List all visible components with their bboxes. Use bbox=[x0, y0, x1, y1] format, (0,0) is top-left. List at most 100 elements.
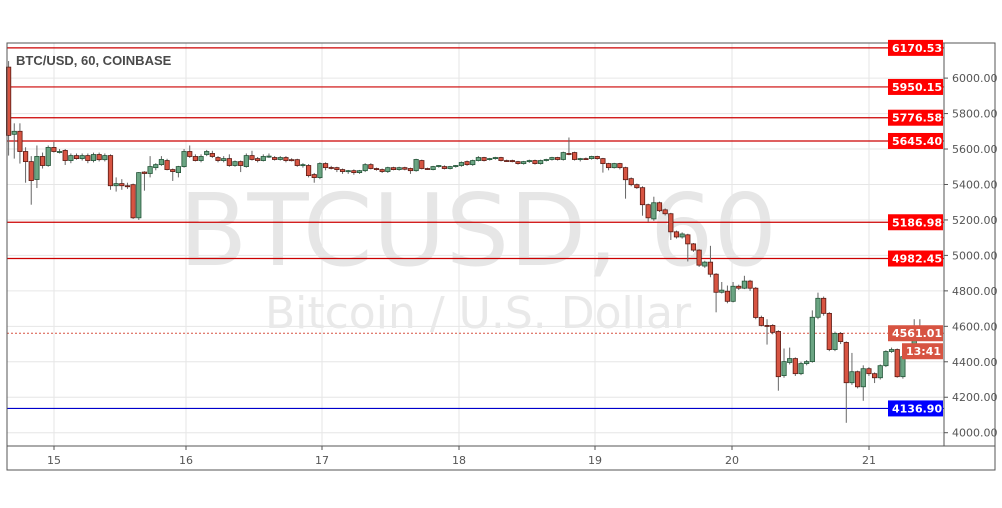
candle-up bbox=[526, 160, 532, 163]
candle-up bbox=[849, 371, 855, 384]
candle-down bbox=[628, 178, 634, 186]
candle-up bbox=[651, 202, 657, 220]
candle-down bbox=[272, 157, 278, 160]
y-tick-label: 6000.00 bbox=[952, 72, 998, 85]
level-price-label: 6170.53 bbox=[892, 42, 942, 55]
candle-up bbox=[232, 161, 238, 166]
candle-down bbox=[6, 66, 12, 136]
chart-frame bbox=[6, 42, 996, 471]
level-price-tag bbox=[888, 109, 943, 126]
x-tick-label: 21 bbox=[862, 454, 876, 467]
last-price-tag bbox=[888, 325, 943, 342]
candle-down bbox=[187, 151, 193, 157]
candle-down bbox=[294, 159, 300, 166]
candle-up bbox=[153, 164, 159, 169]
level-price-label: 5950.15 bbox=[892, 81, 942, 94]
candle-up bbox=[356, 170, 363, 174]
candle-up bbox=[588, 156, 595, 159]
candle-up bbox=[470, 160, 476, 166]
candle-up bbox=[362, 164, 368, 172]
candle-down bbox=[28, 161, 34, 181]
candle-down bbox=[51, 147, 57, 152]
candle-down bbox=[419, 160, 425, 169]
candle-up bbox=[560, 152, 566, 160]
candle-down bbox=[838, 333, 844, 342]
level-price-tag bbox=[888, 78, 943, 95]
candle-down bbox=[764, 325, 770, 327]
candle-down bbox=[572, 152, 578, 160]
candle-up bbox=[260, 156, 266, 161]
candle-down bbox=[238, 161, 244, 166]
candle-down bbox=[532, 160, 538, 164]
watermark-symbol: BTCUSD, 60 bbox=[179, 172, 777, 289]
candle-up bbox=[487, 158, 493, 160]
candle-down bbox=[645, 204, 651, 219]
candle-down bbox=[249, 155, 255, 160]
candle-down bbox=[305, 165, 312, 177]
price-tags: 6170.53 5950.15 5776.58 5645.40 5186.98 4982.… bbox=[888, 39, 943, 417]
candle-down bbox=[311, 174, 317, 178]
candle-up bbox=[492, 157, 498, 159]
candle-down bbox=[85, 155, 91, 161]
candle-down bbox=[209, 153, 215, 157]
candle-up bbox=[577, 158, 583, 160]
candle-down bbox=[339, 169, 346, 172]
candle-up bbox=[702, 261, 708, 267]
candle-down bbox=[288, 159, 295, 162]
candle-down bbox=[855, 371, 861, 388]
candle-up bbox=[538, 160, 544, 164]
candle-up bbox=[56, 151, 63, 153]
candle-up bbox=[860, 368, 866, 388]
candle-up bbox=[396, 167, 402, 170]
candle-up bbox=[79, 155, 85, 159]
candle-down bbox=[866, 368, 872, 375]
x-tick-label: 17 bbox=[315, 454, 329, 467]
candle-up bbox=[113, 183, 119, 187]
candle-down bbox=[407, 168, 414, 172]
x-tick-label: 16 bbox=[179, 454, 193, 467]
price-axis[interactable]: 6000.00 5800.00 5600.00 5400.00 5200.00 5000.… bbox=[944, 72, 998, 440]
candle-up bbox=[549, 157, 555, 160]
candle-down bbox=[821, 297, 827, 314]
candle-down bbox=[673, 231, 680, 238]
candle-down bbox=[747, 280, 753, 289]
candle-down bbox=[96, 154, 102, 161]
time-axis[interactable]: 15 16 17 18 19 20 21 bbox=[47, 446, 876, 467]
candle-down bbox=[322, 163, 329, 169]
candle-down bbox=[685, 234, 691, 245]
candle-up bbox=[787, 358, 793, 363]
candle-up bbox=[277, 157, 283, 160]
candle-down bbox=[379, 169, 385, 172]
candle-up bbox=[175, 166, 181, 174]
candle-down bbox=[617, 163, 623, 169]
candle-up bbox=[730, 285, 736, 302]
candle-up bbox=[475, 157, 481, 161]
candle-down bbox=[164, 160, 170, 170]
candle-down bbox=[17, 130, 23, 152]
candle-up bbox=[34, 156, 40, 180]
candle-up bbox=[413, 159, 419, 172]
candle-up bbox=[181, 151, 187, 167]
candle-down bbox=[73, 155, 80, 159]
y-tick-label: 5400.00 bbox=[952, 178, 998, 191]
candle-up bbox=[158, 159, 165, 166]
candle-down bbox=[758, 317, 764, 326]
candle-up bbox=[883, 351, 889, 367]
candle-up bbox=[266, 155, 272, 158]
candle-up bbox=[815, 297, 821, 318]
candle-down bbox=[509, 160, 515, 163]
candle-down bbox=[141, 171, 148, 174]
candle-up bbox=[385, 167, 391, 172]
candle-down bbox=[656, 202, 663, 212]
countdown-label: 13:41 bbox=[906, 345, 941, 358]
candle-down bbox=[826, 312, 832, 350]
x-tick-label: 15 bbox=[47, 454, 61, 467]
y-tick-label: 5600.00 bbox=[952, 143, 998, 156]
x-tick-label: 18 bbox=[452, 454, 466, 467]
level-price-label: 4982.45 bbox=[892, 253, 942, 266]
candle-down bbox=[555, 157, 561, 160]
x-tick-label: 19 bbox=[588, 454, 602, 467]
y-tick-label: 4600.00 bbox=[952, 320, 998, 333]
candle-down bbox=[662, 209, 668, 215]
